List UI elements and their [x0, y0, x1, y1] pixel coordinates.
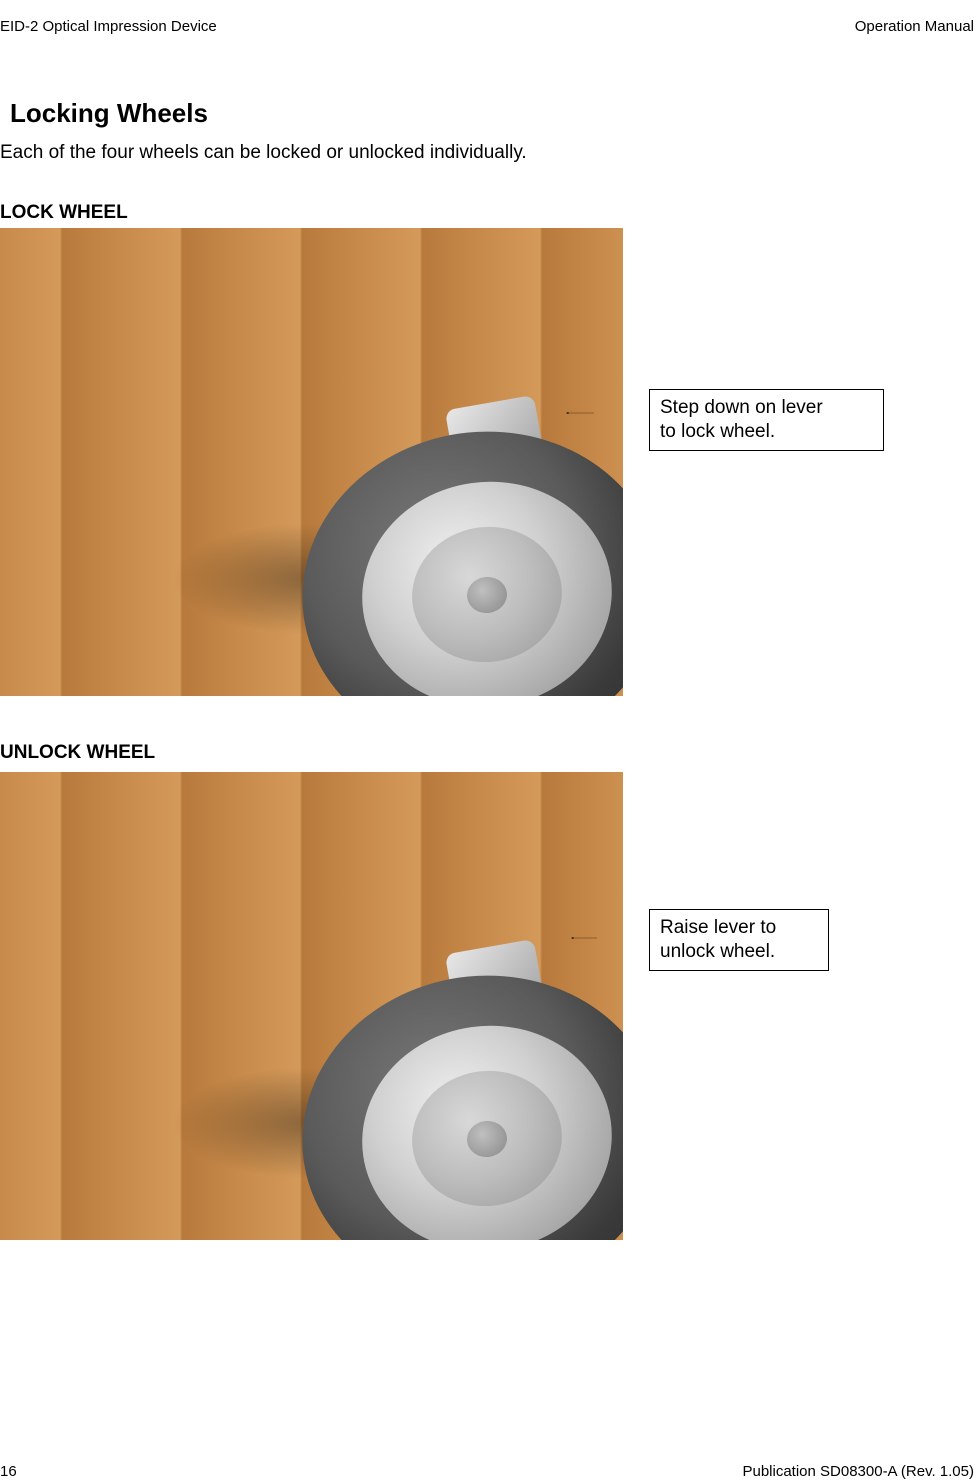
- header-left-text: EID-2 Optical Impression Device: [0, 18, 217, 35]
- section-intro: Each of the four wheels can be locked or…: [0, 142, 527, 164]
- unlock-callout-arrow: [519, 937, 649, 939]
- unlock-wheel-figure: [0, 772, 623, 1240]
- lock-heading: LOCK WHEEL: [0, 202, 128, 224]
- lock-callout-box: Step down on leverto lock wheel.: [649, 389, 884, 451]
- page: EID-2 Optical Impression Device Operatio…: [0, 0, 974, 1481]
- lock-callout-text: Step down on leverto lock wheel.: [660, 397, 823, 442]
- footer-publication: Publication SD08300-A (Rev. 1.05): [742, 1463, 974, 1480]
- footer-page-number: 16: [0, 1463, 17, 1480]
- header-right-text: Operation Manual: [855, 18, 974, 35]
- unlock-callout-text: Raise lever tounlock wheel.: [660, 917, 776, 962]
- lock-wheel-figure: [0, 228, 623, 696]
- section-title: Locking Wheels: [10, 98, 208, 129]
- unlock-callout-box: Raise lever tounlock wheel.: [649, 909, 829, 971]
- lock-callout-arrow: [510, 412, 650, 414]
- unlock-heading: UNLOCK WHEEL: [0, 742, 155, 764]
